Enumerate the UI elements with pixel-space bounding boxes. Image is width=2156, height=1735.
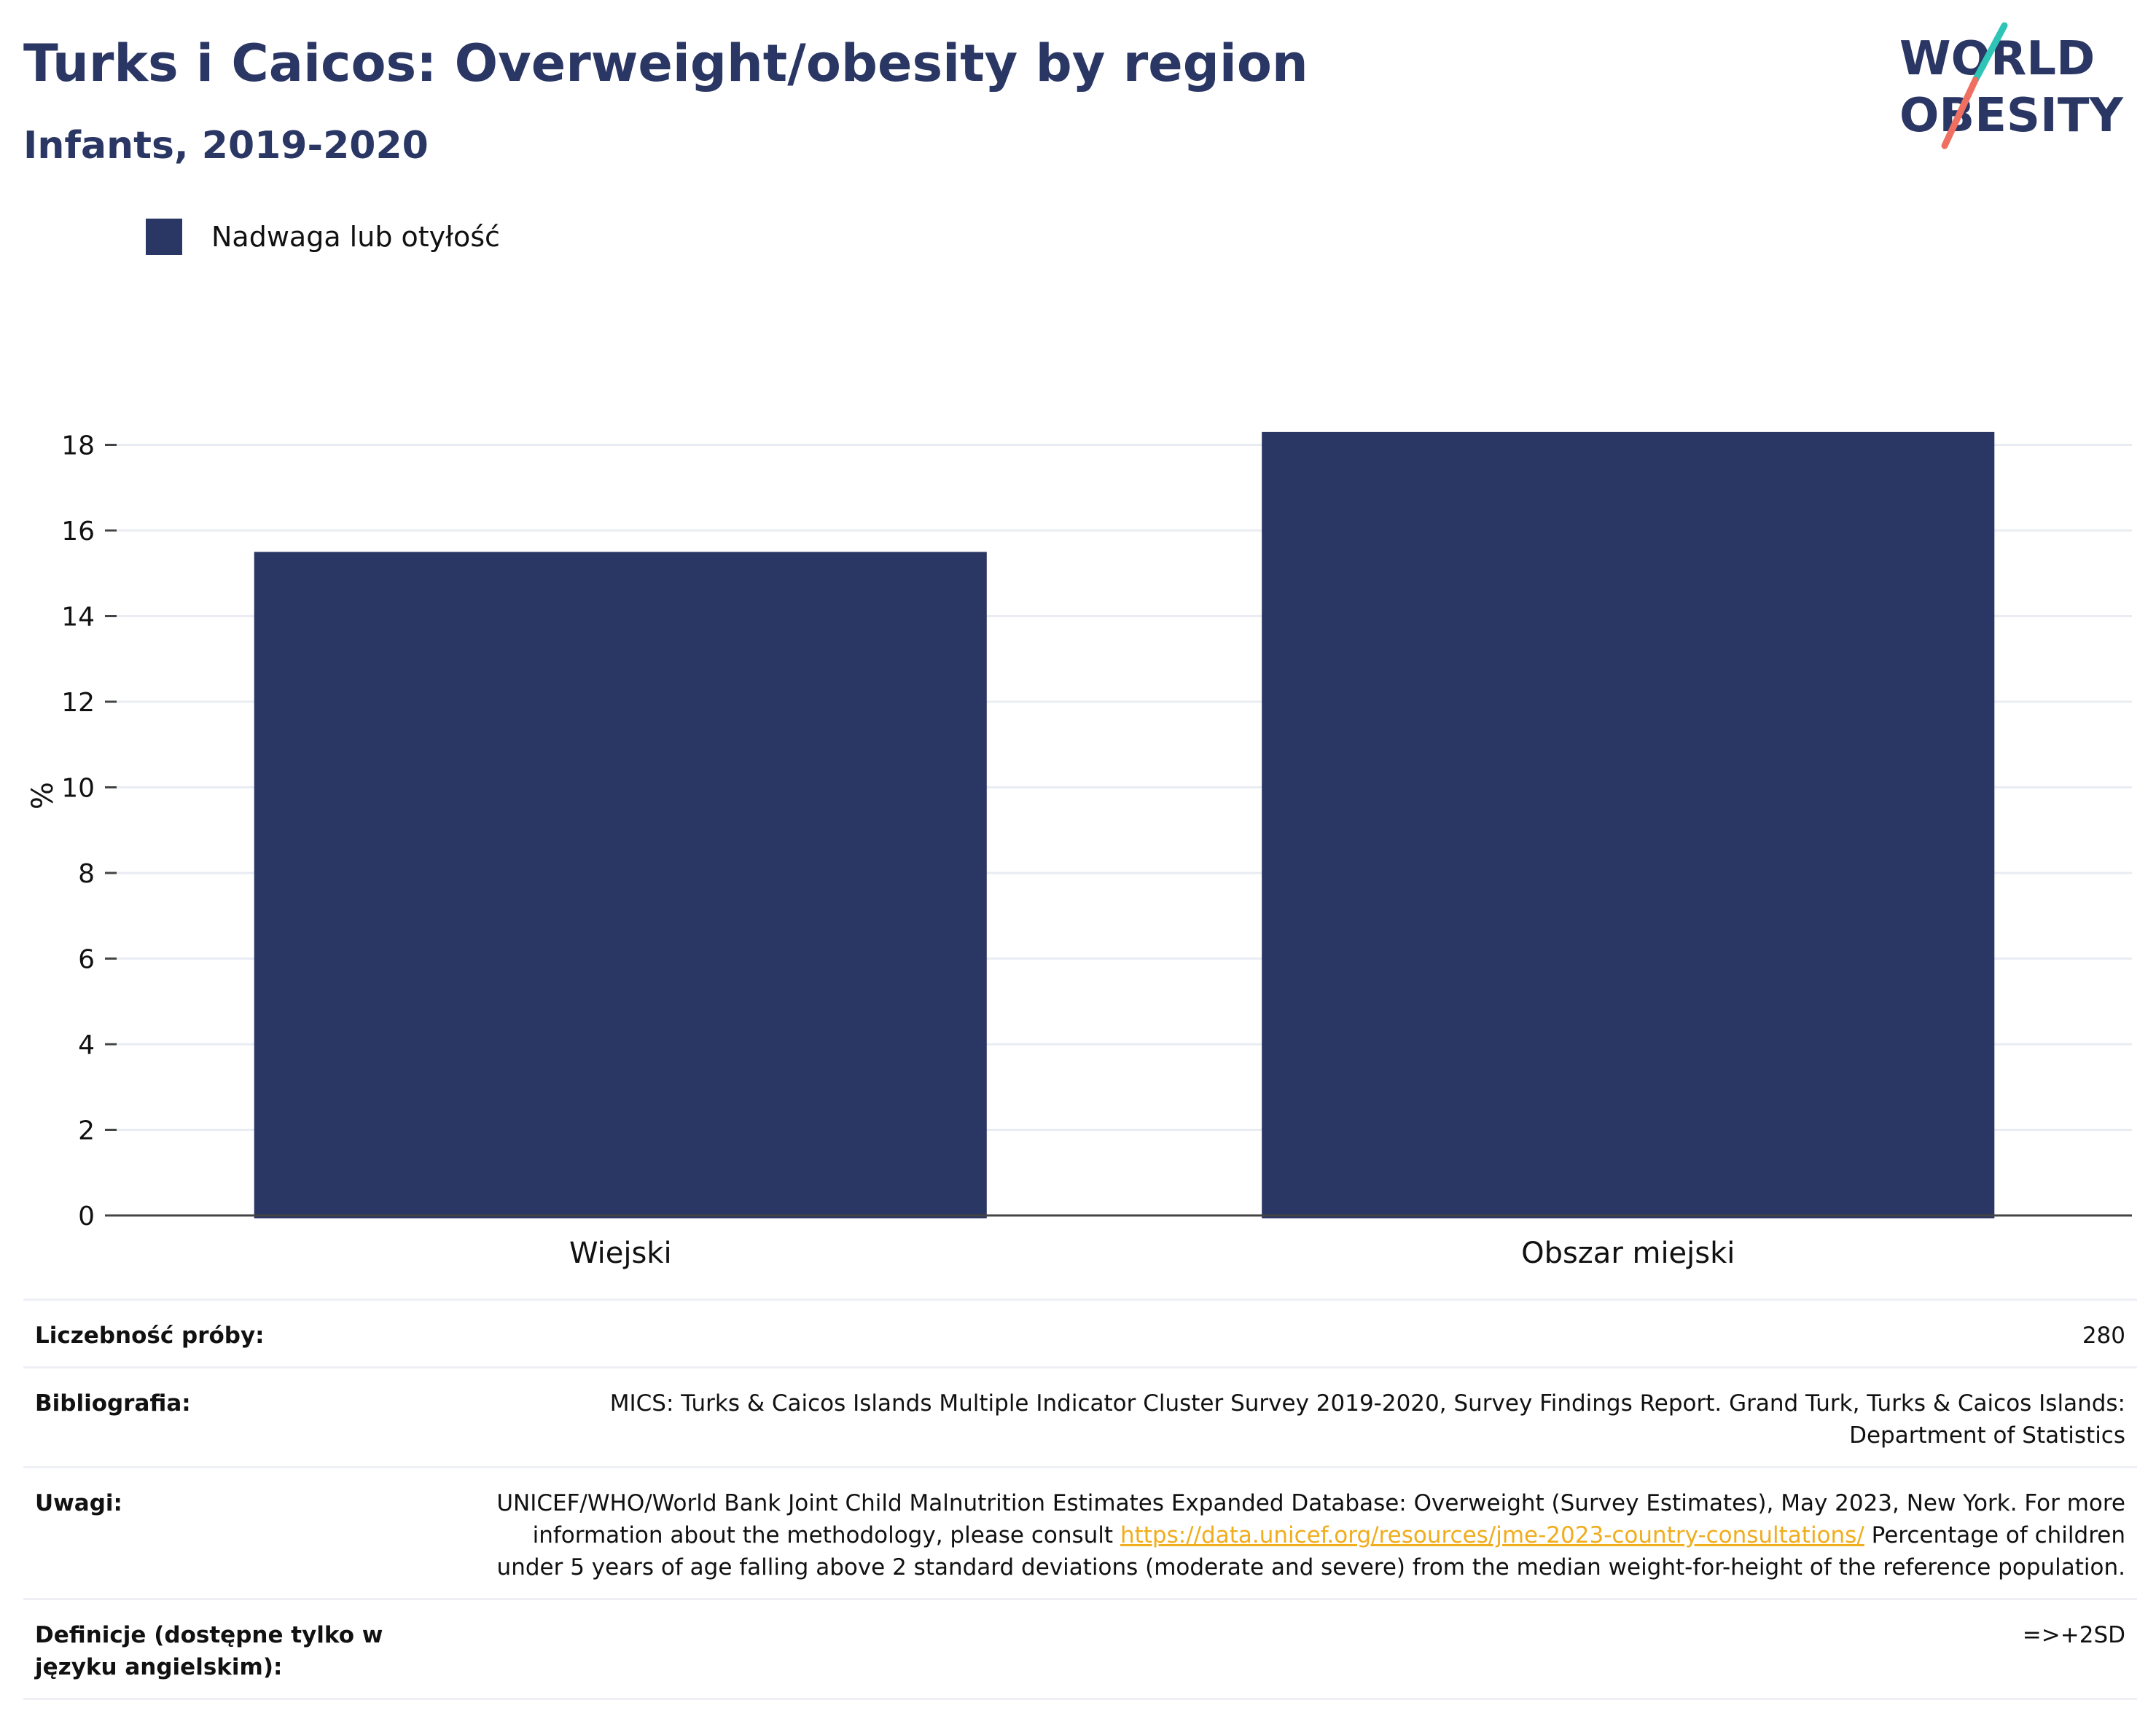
definitions-label: Definicje (dostępne tylko w języku angie…	[35, 1622, 383, 1680]
world-obesity-logo: WORLD OBESITY	[1899, 22, 2123, 149]
y-tick-label: 16	[61, 517, 95, 547]
logo-text-obesity: OBESITY	[1899, 89, 2123, 143]
y-tick-label: 0	[78, 1202, 95, 1231]
chart-title: Turks i Caicos: Overweight/obesity by re…	[23, 34, 1308, 93]
x-tick-label: Wiejski	[569, 1237, 672, 1270]
chart-legend: Nadwaga lub otyłość	[146, 215, 500, 259]
y-tick-label: 6	[78, 945, 95, 975]
methodology-link[interactable]: https://data.unicef.org/resources/jme-20…	[1120, 1522, 1864, 1548]
bars	[254, 431, 1995, 1218]
legend-label: Nadwaga lub otyłość	[211, 221, 500, 253]
info-table: Liczebność próby: 280 Bibliografia: MICS…	[23, 1299, 2137, 1700]
axes: 0 2 4 6 8 10 12 14 16 18 Wiejski Obszar miejski	[61, 431, 2132, 1270]
y-tick-label: 10	[61, 774, 95, 804]
definitions-value: =>+2SD	[2022, 1622, 2125, 1648]
y-axis-label: %	[26, 782, 60, 810]
notes-text-before: UNICEF/WHO/World Bank Joint Child Malnut…	[496, 1490, 2125, 1548]
bar-obszar-miejski	[1262, 431, 1995, 1218]
y-tick-label: 4	[78, 1030, 95, 1060]
sample-size-label: Liczebność próby:	[35, 1323, 265, 1349]
logo-slash-top	[1972, 22, 2008, 84]
y-tick-label: 8	[78, 859, 95, 889]
notes-label: Uwagi:	[35, 1490, 122, 1516]
bar-wiejski	[254, 552, 987, 1218]
y-tick-label: 18	[61, 431, 95, 461]
info-row-bibliography: Bibliografia: MICS: Turks & Caicos Islan…	[23, 1367, 2137, 1468]
info-row-sample-size: Liczebność próby: 280	[23, 1299, 2137, 1368]
sample-size-value: 280	[2082, 1323, 2125, 1349]
bar-chart: 0 2 4 6 8 10 12 14 16 18 Wiejski Obszar miejski %	[26, 431, 2132, 1270]
notes-text-after: Percentage of children under 5 years of …	[496, 1522, 2125, 1581]
y-tick-label: 2	[78, 1116, 95, 1146]
info-row-notes: Uwagi: UNICEF/WHO/World Bank Joint Child…	[23, 1467, 2137, 1599]
y-tick-label: 12	[61, 688, 95, 718]
legend-swatch	[146, 219, 182, 255]
bibliography-value: MICS: Turks & Caicos Islands Multiple In…	[609, 1390, 2125, 1449]
chart-subtitle: Infants, 2019-2020	[23, 124, 429, 168]
bibliography-label: Bibliografia:	[35, 1390, 191, 1417]
y-tick-label: 14	[61, 603, 95, 632]
x-tick-label: Obszar miejski	[1521, 1237, 1735, 1270]
logo-slash-bottom	[1941, 77, 1979, 149]
notes-value: UNICEF/WHO/World Bank Joint Child Malnut…	[484, 1468, 2137, 1599]
info-row-definitions: Definicje (dostępne tylko w języku angie…	[23, 1599, 2137, 1699]
